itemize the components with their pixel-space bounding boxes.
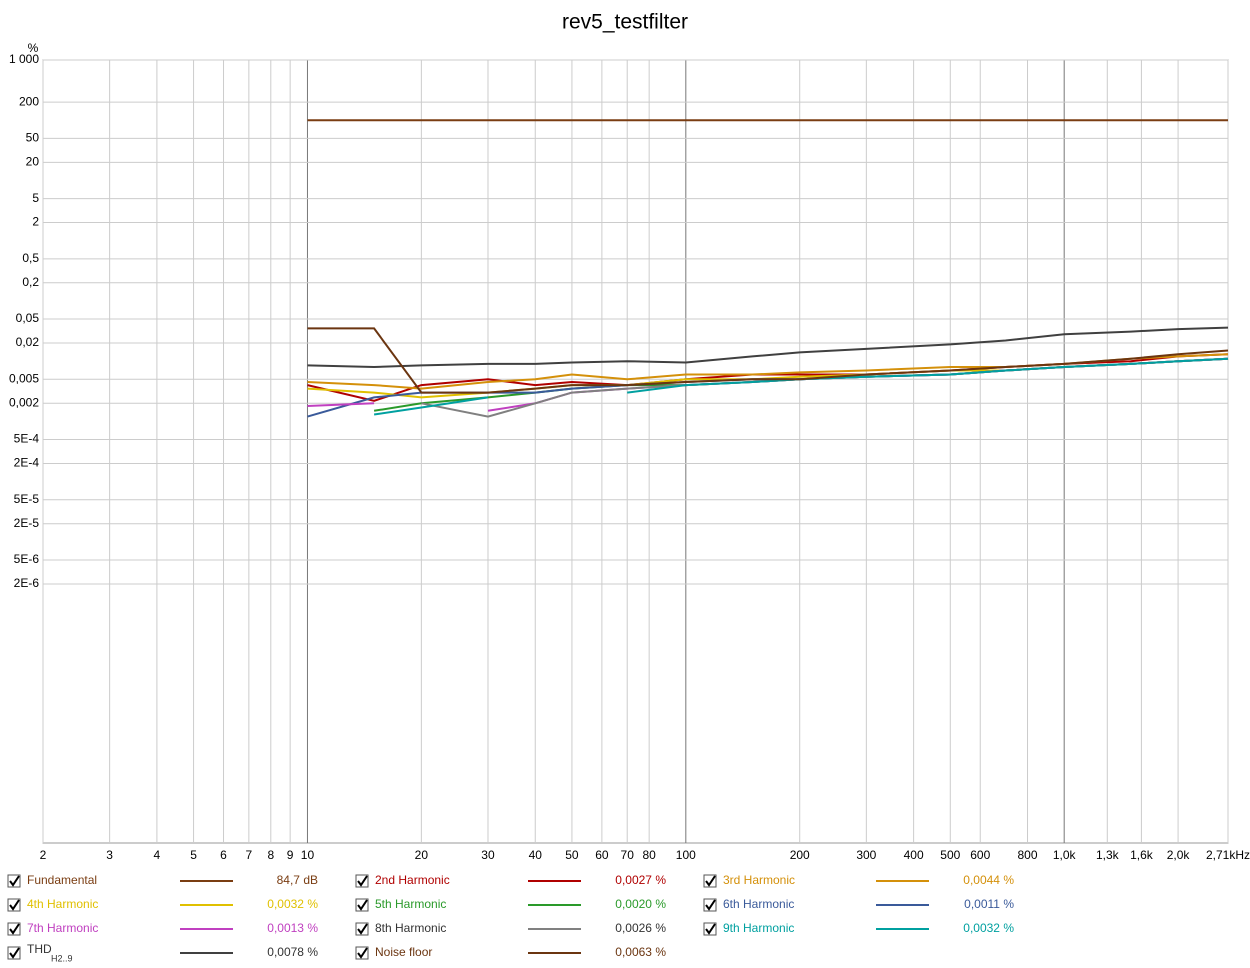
y-tick-label: 2 xyxy=(32,215,39,229)
x-tick-label: 3 xyxy=(106,848,113,862)
x-tick-label: 30 xyxy=(481,848,495,862)
series-line xyxy=(307,327,1229,394)
legend-value: 0,0027 % xyxy=(615,873,666,887)
y-tick-label: 5E-5 xyxy=(14,492,40,506)
y-tick-label: 50 xyxy=(26,131,40,145)
x-tick-label: 10 xyxy=(301,848,315,862)
x-tick-label: 200 xyxy=(790,848,810,862)
y-tick-label: 5E-4 xyxy=(14,432,40,446)
x-tick-label: 1,6k xyxy=(1130,848,1154,862)
legend-check xyxy=(357,923,368,935)
legend-value: 0,0032 % xyxy=(963,921,1014,935)
legend-name-subscript: H2..9 xyxy=(51,953,73,963)
y-tick-label: 5 xyxy=(32,191,39,205)
x-tick-label: 300 xyxy=(856,848,876,862)
legend-name: Noise floor xyxy=(375,945,432,959)
x-tick-label: 4 xyxy=(154,848,161,862)
x-tick-label: 400 xyxy=(904,848,924,862)
legend-value: 84,7 dB xyxy=(277,873,318,887)
legend-value: 0,0020 % xyxy=(615,897,666,911)
y-tick-label: 0,02 xyxy=(16,335,40,349)
series-line xyxy=(373,396,489,416)
x-tick-label: 600 xyxy=(970,848,990,862)
legend-name: 4th Harmonic xyxy=(27,897,98,911)
y-tick-label: 0,005 xyxy=(9,371,39,385)
x-tick-label: 40 xyxy=(529,848,543,862)
legend-name: THD xyxy=(27,942,52,956)
legend-name: 3rd Harmonic xyxy=(723,873,795,887)
x-tick-label: 6 xyxy=(220,848,227,862)
x-tick-label: 2 xyxy=(40,848,47,862)
series-line xyxy=(307,402,375,407)
y-tick-label: 2E-6 xyxy=(14,576,40,590)
legend-check xyxy=(9,875,20,887)
x-tick-label: 20 xyxy=(415,848,429,862)
legend-name: 7th Harmonic xyxy=(27,921,98,935)
legend-value: 0,0013 % xyxy=(267,921,318,935)
x-tick-label: 8 xyxy=(267,848,274,862)
x-tick-label: 7 xyxy=(246,848,253,862)
series-line xyxy=(307,326,1229,369)
x-tick-label: 1,0k xyxy=(1053,848,1077,862)
series-line xyxy=(627,357,1229,394)
chart-title: rev5_testfilter xyxy=(562,11,688,34)
y-unit: % xyxy=(28,41,39,55)
x-tick-label: 100 xyxy=(676,848,696,862)
legend-check xyxy=(705,899,716,911)
x-tick-label: 800 xyxy=(1017,848,1037,862)
legend-value: 0,0044 % xyxy=(963,873,1014,887)
legend-check xyxy=(9,899,20,911)
y-tick-label: 0,5 xyxy=(22,251,39,265)
y-tick-label: 0,2 xyxy=(22,275,39,289)
x-tick-label: 9 xyxy=(287,848,294,862)
legend-name: 6th Harmonic xyxy=(723,897,794,911)
x-tick-label: 70 xyxy=(621,848,635,862)
legend-name: Fundamental xyxy=(27,873,97,887)
legend-check xyxy=(705,923,716,935)
x-tick-label: 1,3k xyxy=(1096,848,1120,862)
x-tick-label: 60 xyxy=(595,848,609,862)
legend-name: 5th Harmonic xyxy=(375,897,446,911)
legend-check xyxy=(705,875,716,887)
x-tick-label: 5 xyxy=(190,848,197,862)
legend-check xyxy=(357,947,368,959)
x-tick-label: 2,0k xyxy=(1167,848,1191,862)
legend-name: 8th Harmonic xyxy=(375,921,446,935)
legend-value: 0,0026 % xyxy=(615,921,666,935)
y-tick-label: 5E-6 xyxy=(14,552,40,566)
y-tick-label: 2E-4 xyxy=(14,456,40,470)
y-tick-label: 0,002 xyxy=(9,395,39,409)
legend-value: 0,0011 % xyxy=(964,897,1014,911)
y-tick-label: 20 xyxy=(26,155,40,169)
legend-value: 0,0032 % xyxy=(267,897,318,911)
legend-value: 0,0063 % xyxy=(615,945,666,959)
legend-check xyxy=(9,947,20,959)
legend-check xyxy=(9,923,20,935)
y-tick-label: 200 xyxy=(19,94,39,108)
y-tick-label: 2E-5 xyxy=(14,516,40,530)
x-tick-label: 500 xyxy=(940,848,960,862)
legend-check xyxy=(357,875,368,887)
y-tick-label: 1 000 xyxy=(9,52,39,66)
legend-value: 0,0078 % xyxy=(267,945,318,959)
x-tick-label: 50 xyxy=(565,848,579,862)
legend-name: 2nd Harmonic xyxy=(375,873,450,887)
y-tick-label: 0,05 xyxy=(16,311,40,325)
legend-name: 9th Harmonic xyxy=(723,921,794,935)
x-tick-label: 2,71kHz xyxy=(1206,848,1250,862)
x-tick-label: 80 xyxy=(642,848,656,862)
legend-check xyxy=(357,899,368,911)
